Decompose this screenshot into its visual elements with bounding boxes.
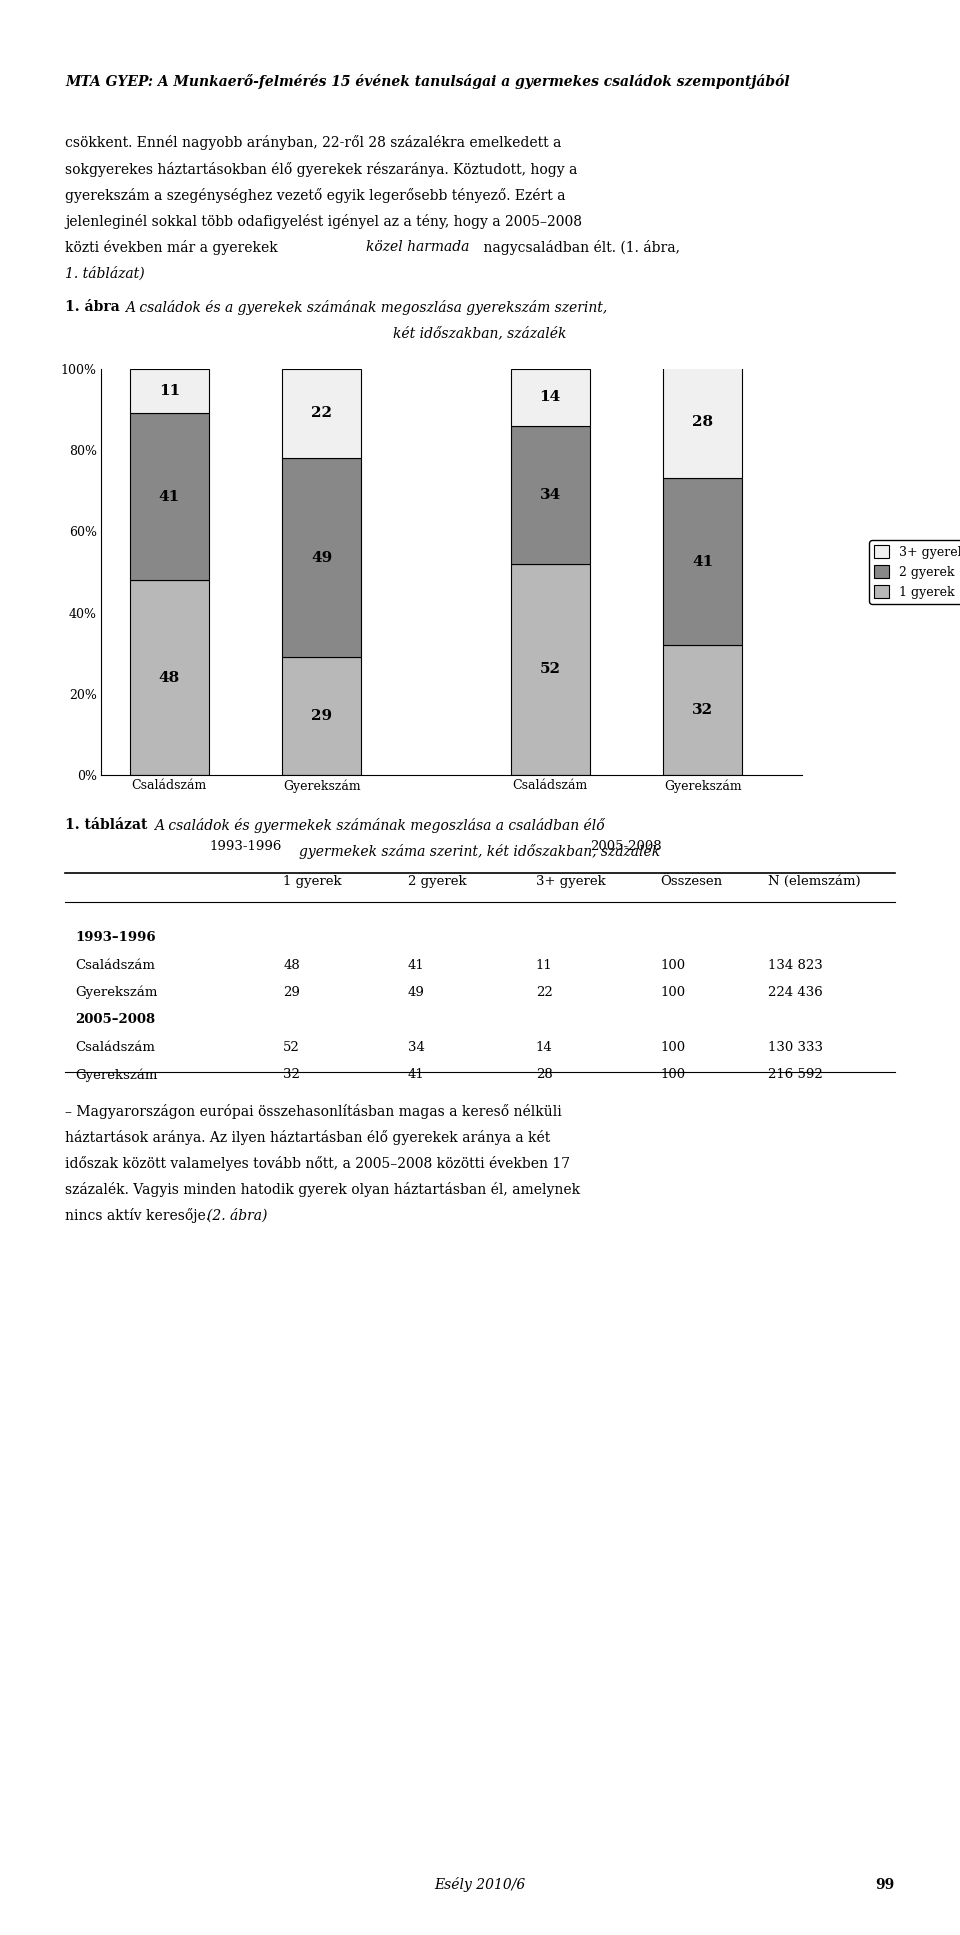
Bar xyxy=(130,370,209,414)
Text: 48: 48 xyxy=(158,671,180,685)
Text: 14: 14 xyxy=(540,391,561,404)
Text: közti években már a gyerekek: közti években már a gyerekek xyxy=(65,240,282,255)
Text: 52: 52 xyxy=(540,662,561,677)
Text: 49: 49 xyxy=(408,987,425,998)
Text: 99: 99 xyxy=(876,1879,895,1892)
Text: MTA GYEP: A Munkaerő-felmérés 15 évének tanulságai a gyermekes családok szempont: MTA GYEP: A Munkaerő-felmérés 15 évének … xyxy=(65,74,790,89)
Text: 2005–2008: 2005–2008 xyxy=(75,1014,155,1026)
Text: nagycsaládban élt. (1. ábra,: nagycsaládban élt. (1. ábra, xyxy=(479,240,680,255)
Text: 1 gyerek: 1 gyerek xyxy=(283,875,342,888)
Text: 41: 41 xyxy=(408,958,424,971)
Text: jelenleginél sokkal több odafigyelést igényel az a tény, hogy a 2005–2008: jelenleginél sokkal több odafigyelést ig… xyxy=(65,213,583,228)
Bar xyxy=(282,370,361,459)
Text: 134 823: 134 823 xyxy=(768,958,823,971)
Text: sokgyerekes háztartásokban élő gyerekek részaránya. Köztudott, hogy a: sokgyerekes háztartásokban élő gyerekek … xyxy=(65,161,578,176)
Text: százalék. Vagyis minden hatodik gyerek olyan háztartásban él, amelynek: százalék. Vagyis minden hatodik gyerek o… xyxy=(65,1182,581,1198)
Text: háztartások aránya. Az ilyen háztartásban élő gyerekek aránya a két: háztartások aránya. Az ilyen háztartásba… xyxy=(65,1130,550,1146)
Text: 1993–1996: 1993–1996 xyxy=(75,931,156,944)
Text: 48: 48 xyxy=(283,958,300,971)
Text: időszak között valamelyes tovább nőtt, a 2005–2008 közötti években 17: időszak között valamelyes tovább nőtt, a… xyxy=(65,1155,570,1171)
Text: nincs aktív keresője.: nincs aktív keresője. xyxy=(65,1207,215,1223)
Bar xyxy=(282,658,361,776)
Bar xyxy=(511,370,589,426)
Text: Esély 2010/6: Esély 2010/6 xyxy=(434,1877,526,1892)
Legend: 3+ gyerek, 2 gyerek, 1 gyerek: 3+ gyerek, 2 gyerek, 1 gyerek xyxy=(870,540,960,604)
Text: 100: 100 xyxy=(660,1068,685,1082)
Text: 216 592: 216 592 xyxy=(768,1068,823,1082)
Text: 224 436: 224 436 xyxy=(768,987,823,998)
Text: 11: 11 xyxy=(536,958,552,971)
Text: 32: 32 xyxy=(692,702,713,718)
Text: közel harmada: közel harmada xyxy=(366,240,469,253)
Bar xyxy=(663,644,742,776)
Text: 29: 29 xyxy=(311,708,332,724)
Text: 3+ gyerek: 3+ gyerek xyxy=(536,875,606,888)
Text: Gyerekszám: Gyerekszám xyxy=(75,1068,157,1082)
Text: 28: 28 xyxy=(536,1068,552,1082)
Text: két időszakban, százalék: két időszakban, százalék xyxy=(394,327,566,341)
Text: 1. táblázat): 1. táblázat) xyxy=(65,265,145,281)
Text: 28: 28 xyxy=(692,414,713,428)
Text: N (elemszám): N (elemszám) xyxy=(768,875,860,888)
Text: 29: 29 xyxy=(283,987,300,998)
Text: A családok és a gyerekek számának megoszlása gyerekszám szerint,: A családok és a gyerekek számának megosz… xyxy=(125,300,607,315)
Bar xyxy=(130,414,209,580)
Bar xyxy=(663,364,742,478)
Text: Gyerekszám: Gyerekszám xyxy=(75,987,157,1000)
Text: 49: 49 xyxy=(311,551,332,565)
Bar xyxy=(130,580,209,776)
Text: Összesen: Összesen xyxy=(660,875,723,888)
Text: 2 gyerek: 2 gyerek xyxy=(408,875,467,888)
Text: 100: 100 xyxy=(660,1041,685,1055)
Text: gyerekszám a szegénységhez vezető egyik legerősebb tényező. Ezért a: gyerekszám a szegénységhez vezető egyik … xyxy=(65,188,565,203)
Text: A családok és gyermekek számának megoszlása a családban élő: A családok és gyermekek számának megoszl… xyxy=(155,819,605,832)
Text: – Magyarországon európai összehasonlításban magas a kereső nélküli: – Magyarországon európai összehasonlítás… xyxy=(65,1103,562,1118)
Text: 34: 34 xyxy=(540,488,561,501)
Bar xyxy=(511,563,589,776)
Text: 11: 11 xyxy=(158,383,180,399)
Text: 32: 32 xyxy=(283,1068,300,1082)
Text: 1993-1996: 1993-1996 xyxy=(209,840,281,853)
Text: 22: 22 xyxy=(536,987,552,998)
Text: 130 333: 130 333 xyxy=(768,1041,823,1055)
Bar xyxy=(511,426,589,563)
Bar xyxy=(282,459,361,658)
Text: 1. ábra: 1. ábra xyxy=(65,300,120,313)
Text: (2. ábra): (2. ábra) xyxy=(207,1207,268,1223)
Text: 41: 41 xyxy=(692,555,713,569)
Text: 2005-2008: 2005-2008 xyxy=(590,840,662,853)
Text: 34: 34 xyxy=(408,1041,425,1055)
Bar xyxy=(663,478,742,644)
Text: Családszám: Családszám xyxy=(75,958,155,971)
Text: 22: 22 xyxy=(311,406,332,420)
Text: 41: 41 xyxy=(408,1068,424,1082)
Text: gyermekek száma szerint, két időszakban, százalék: gyermekek száma szerint, két időszakban,… xyxy=(300,844,660,859)
Text: 52: 52 xyxy=(283,1041,300,1055)
Text: 41: 41 xyxy=(158,490,180,503)
Text: Családszám: Családszám xyxy=(75,1041,155,1055)
Text: 100: 100 xyxy=(660,958,685,971)
Text: 14: 14 xyxy=(536,1041,552,1055)
Text: csökkent. Ennél nagyobb arányban, 22-ről 28 százalékra emelkedett a: csökkent. Ennél nagyobb arányban, 22-ről… xyxy=(65,135,562,151)
Text: 100: 100 xyxy=(660,987,685,998)
Text: 1. táblázat: 1. táblázat xyxy=(65,819,148,832)
